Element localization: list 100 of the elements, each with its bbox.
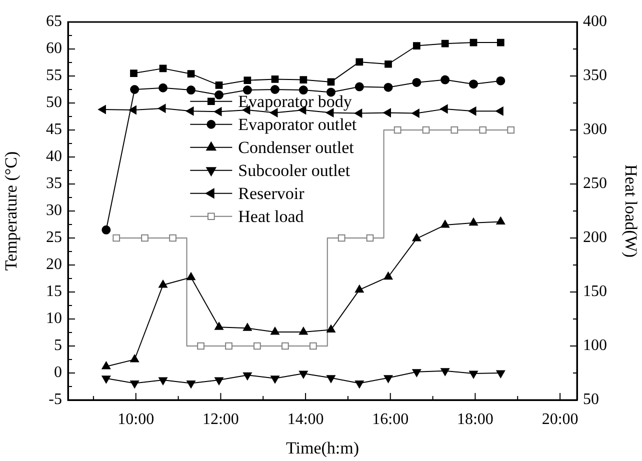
point xyxy=(130,85,140,94)
point xyxy=(383,108,391,118)
point xyxy=(327,78,335,86)
point xyxy=(441,40,449,48)
y-tick-label: 30 xyxy=(46,202,62,220)
point xyxy=(412,42,420,50)
point xyxy=(354,82,364,92)
point xyxy=(253,342,261,350)
point xyxy=(158,83,168,92)
point xyxy=(300,76,308,84)
y-tick-label: 15 xyxy=(46,283,62,300)
point xyxy=(214,90,224,100)
point xyxy=(422,126,430,134)
y2-tick-label: 350 xyxy=(583,67,607,84)
y-tick-label: 60 xyxy=(46,40,62,58)
point xyxy=(384,82,393,92)
x-tick-label: 12:00 xyxy=(202,410,239,428)
y2-tick-label: 300 xyxy=(583,121,607,138)
point xyxy=(469,80,478,89)
y2-tick-label: 50 xyxy=(583,391,599,408)
point xyxy=(470,38,478,46)
point xyxy=(469,370,478,379)
legend-label: Reservoir xyxy=(238,184,305,203)
point xyxy=(270,376,280,384)
legend-label: Evaporator outlet xyxy=(238,114,357,134)
point xyxy=(309,342,317,350)
x-tick-label: 20:00 xyxy=(542,410,578,428)
point xyxy=(128,106,136,114)
y2-tick-label: 100 xyxy=(583,337,607,354)
point xyxy=(394,126,402,134)
x-tick-label: 14:00 xyxy=(287,410,324,428)
point xyxy=(356,58,364,66)
y-tick-label: 5 xyxy=(54,337,62,354)
legend-label: Heat load xyxy=(238,206,304,226)
point xyxy=(355,380,364,388)
legend-label: Subcooler outlet xyxy=(238,160,350,180)
y2-tick-label: 250 xyxy=(583,175,607,192)
x-tick-label: 18:00 xyxy=(456,410,494,428)
point xyxy=(298,86,308,95)
point xyxy=(197,342,204,350)
y-tick-label: 0 xyxy=(54,364,62,382)
x-tick-label: 10:00 xyxy=(118,410,154,428)
point xyxy=(384,60,392,68)
point xyxy=(338,234,346,242)
point xyxy=(130,70,138,77)
legend-label: Condenser outlet xyxy=(238,138,354,157)
point xyxy=(112,234,120,242)
x-tick-label: 16:00 xyxy=(372,410,409,428)
point xyxy=(243,372,252,380)
point xyxy=(141,234,148,242)
point xyxy=(187,70,195,78)
point xyxy=(130,380,139,388)
point xyxy=(158,104,166,113)
y-axis-title: Temperature (°C) xyxy=(2,151,21,271)
point xyxy=(214,377,224,386)
y2-tick-label: 150 xyxy=(583,283,607,300)
point xyxy=(214,107,222,116)
point xyxy=(98,105,106,114)
point xyxy=(225,342,232,350)
point xyxy=(186,380,196,388)
point xyxy=(496,106,504,116)
legend-label: Evaporator body xyxy=(238,92,352,111)
point xyxy=(102,225,111,234)
point xyxy=(186,86,196,95)
point xyxy=(412,369,422,377)
point xyxy=(468,106,476,116)
point xyxy=(158,377,168,386)
point xyxy=(354,108,362,118)
y-tick-label: 35 xyxy=(46,175,62,192)
point xyxy=(102,376,111,384)
point xyxy=(496,370,506,378)
point xyxy=(159,64,167,72)
point xyxy=(299,370,308,379)
point xyxy=(496,38,504,46)
point xyxy=(412,78,422,87)
point xyxy=(496,76,506,86)
point xyxy=(450,126,458,134)
point xyxy=(281,342,289,350)
y-tick-label: 50 xyxy=(46,94,62,112)
point xyxy=(186,106,194,116)
y-tick-label: 45 xyxy=(46,121,62,138)
y-tick-label: 65 xyxy=(46,13,62,30)
point xyxy=(440,368,450,376)
y-tick-label: 10 xyxy=(46,310,62,328)
point xyxy=(507,126,515,134)
x-axis-title: Time(h:m) xyxy=(286,438,360,458)
y2-tick-label: 400 xyxy=(583,13,607,30)
y-tick-label: 20 xyxy=(46,256,62,274)
y2-tick-label: 200 xyxy=(583,229,607,246)
point xyxy=(271,76,279,83)
point xyxy=(169,234,176,242)
point xyxy=(215,82,223,89)
y-tick-label: 40 xyxy=(46,148,62,166)
y-tick-label: 55 xyxy=(46,67,62,84)
point xyxy=(366,234,374,242)
y2-axis-title: Heat load(W) xyxy=(621,164,640,258)
point xyxy=(412,108,420,118)
point xyxy=(270,85,280,94)
point xyxy=(244,76,252,84)
point xyxy=(440,75,450,84)
